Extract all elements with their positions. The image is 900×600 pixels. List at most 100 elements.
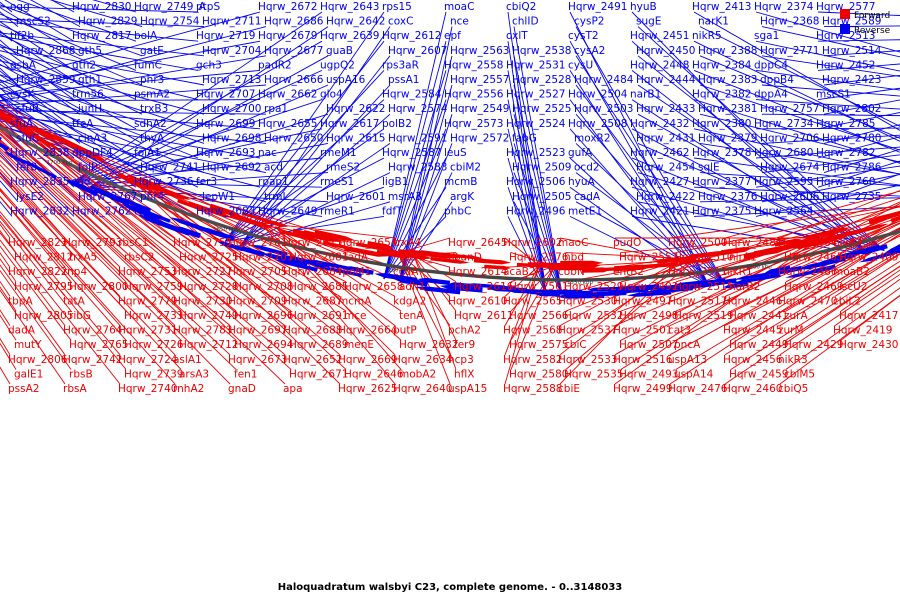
reverse-gene-label: Hqrw_2622 <box>326 103 385 115</box>
reverse-gene-label: Hqrw_2574 <box>388 103 448 115</box>
reverse-gene-label: Hqrw_2448 <box>630 59 689 71</box>
reverse-leader-line <box>0 99 261 102</box>
reverse-gene-label: Hqrw_2677 <box>264 45 323 57</box>
forward-gene-label: rbsA <box>63 383 87 395</box>
reverse-gene-label: coxC <box>388 16 413 28</box>
reverse-gene-label: Hqrw_2556 <box>444 89 504 101</box>
reverse-gene-label: gch3 <box>196 59 222 71</box>
reverse-gene-arrow <box>121 203 160 221</box>
reverse-leader-line <box>0 11 261 84</box>
reverse-gene-label: Hqrw_2782 <box>816 147 875 159</box>
reverse-gene-arrow <box>587 287 616 292</box>
forward-gene-label: fen1 <box>234 368 258 380</box>
forward-gene-label: rnp4 <box>63 266 87 278</box>
reverse-gene-label: Hqrw_2527 <box>506 89 565 101</box>
reverse-gene-label: tdh <box>134 205 151 217</box>
reverse-leader-line <box>239 55 391 247</box>
forward-gene-label: uspA14 <box>674 368 714 380</box>
reverse-gene-label: phr3 <box>140 74 164 86</box>
reverse-gene-label: cysK <box>10 89 35 101</box>
reverse-gene-arrow <box>858 249 900 263</box>
reverse-leader-line <box>0 79 81 144</box>
reverse-gene-label: sdhA2 <box>134 118 167 130</box>
reverse-leader-line <box>817 160 900 188</box>
forward-gene-label: Hqrw_2449 <box>729 339 788 351</box>
reverse-gene-arrow <box>764 265 791 274</box>
forward-gene-label: Hqrw_2812 <box>14 252 73 264</box>
reverse-gene-label: Hqrw_2421 <box>630 205 689 217</box>
reverse-gene-label: chlID <box>512 16 539 28</box>
forward-gene-label: Hqrw_2654 <box>338 237 398 249</box>
forward-gene-arrow <box>409 249 460 259</box>
forward-gene-label: Hqrw_2519 <box>674 310 733 322</box>
forward-gene-label: Hqrw_2568 <box>503 325 562 337</box>
forward-gene-label: Hqrw_2429 <box>784 339 843 351</box>
forward-leader-line <box>0 112 182 253</box>
forward-gene-label: galE1 <box>14 368 43 380</box>
reverse-leader-line <box>0 120 267 174</box>
forward-gene-label: Hqrw_2566 <box>509 310 569 322</box>
reverse-gene-arrow <box>723 281 749 289</box>
forward-gene-label: tbpA <box>8 295 33 307</box>
reverse-gene-label: fabG <box>512 132 537 144</box>
reverse-gene-label: Hqrw_2650 <box>264 132 323 144</box>
forward-leader-line <box>0 211 121 356</box>
forward-leader-line <box>779 190 900 239</box>
forward-gene-label: Hqrw_2703 <box>234 252 293 264</box>
reverse-gene-label: Hqrw_2595 <box>754 176 813 188</box>
forward-gene-label: Hqrw_2515 <box>674 281 733 293</box>
forward-gene-label: kdgA2 <box>393 295 426 307</box>
forward-gene-label: Hqrw_2476 <box>668 383 728 395</box>
forward-leader-line <box>614 237 820 356</box>
reverse-gene-label: uspA16 <box>326 74 366 86</box>
forward-gene-arrow <box>430 256 470 264</box>
reverse-gene-label: Hqrw_2491 <box>568 1 627 13</box>
forward-leader-line <box>785 287 900 370</box>
reverse-leader-line <box>761 134 900 144</box>
forward-gene-arrow <box>0 114 27 132</box>
forward-gene-arrow <box>52 134 91 155</box>
reverse-leader-line <box>693 69 900 153</box>
forward-gene-label: Hqrw_2800 <box>69 281 128 293</box>
reverse-gene-arrow <box>796 256 846 270</box>
reverse-gene-arrow <box>826 245 877 261</box>
tick-label: 1650 kbp <box>213 227 239 233</box>
reverse-gene-arrow <box>65 179 99 197</box>
forward-gene-arrow <box>657 256 701 264</box>
forward-gene-label: Hqrw_2823 <box>8 237 67 249</box>
forward-leader-line <box>0 171 176 356</box>
reverse-gene-label: Hqrw_2700 <box>202 103 261 115</box>
forward-gene-label: Hqrw_2535 <box>564 368 623 380</box>
reverse-gene-label: mcmB <box>444 176 477 188</box>
forward-gene-label: Hqrw_2701 <box>228 237 287 249</box>
forward-gene-label: cbiM5 <box>784 368 815 380</box>
reverse-leader-line <box>0 46 205 86</box>
forward-gene-arrow <box>117 173 155 191</box>
reverse-gene-label: dppDF4 <box>72 147 113 159</box>
reverse-gene-label: tif2b <box>10 30 34 42</box>
forward-leader-line <box>785 222 900 283</box>
forward-gene-label: Hqrw_2511 <box>668 266 727 278</box>
forward-gene-label: Hqrw_2753 <box>118 266 177 278</box>
reverse-gene-label: Hqrw_2607 <box>388 45 447 57</box>
reverse-gene-label: sfuB <box>16 103 39 115</box>
reverse-leader-line <box>16 0 137 42</box>
forward-leader-line <box>779 273 900 356</box>
reverse-leader-line <box>0 69 261 96</box>
reverse-gene-label: Hqrw_2817 <box>72 30 131 42</box>
reverse-gene-label: gth2 <box>72 59 96 71</box>
reverse-gene-arrow <box>447 282 472 289</box>
forward-gene-label: rnhA2 <box>173 383 204 395</box>
forward-gene-arrow <box>177 199 205 211</box>
forward-leader-line <box>779 252 900 326</box>
forward-gene-label: nikR4 <box>833 237 863 249</box>
forward-gene-label: trxA5 <box>69 252 97 264</box>
forward-leader-line <box>0 175 182 370</box>
reverse-gene-arrow <box>414 286 461 295</box>
reverse-gene-arrow <box>4 151 27 165</box>
reverse-gene-label: hyuA <box>568 176 596 188</box>
forward-gene-label: ribG <box>69 310 91 322</box>
reverse-leader-line <box>575 84 726 284</box>
forward-gene-label: dadA <box>8 325 36 337</box>
forward-gene-label: cbiE <box>558 383 580 395</box>
